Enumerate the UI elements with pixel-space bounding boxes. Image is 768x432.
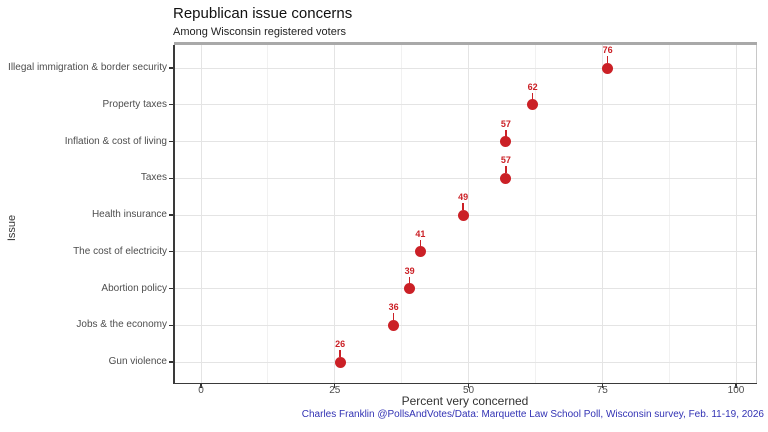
x-tick-mark xyxy=(735,384,737,388)
point-value-label: 26 xyxy=(335,339,346,349)
data-point xyxy=(500,172,512,184)
gridline-major-vertical xyxy=(334,45,336,383)
gridline-minor-vertical xyxy=(267,45,269,383)
gridline-major-vertical xyxy=(735,45,737,383)
y-axis-title: Issue xyxy=(6,214,18,242)
y-tick-label: Gun violence xyxy=(108,356,167,367)
x-tick-mark xyxy=(200,384,202,388)
x-tick-label: 100 xyxy=(727,385,745,396)
chart-subtitle: Among Wisconsin registered voters xyxy=(173,26,347,38)
y-tick-mark xyxy=(169,177,173,179)
y-tick-label: Abortion policy xyxy=(101,282,167,294)
y-tick-label: Inflation & cost of living xyxy=(64,135,167,147)
gridline-major-horizontal xyxy=(174,361,756,363)
data-point xyxy=(602,62,614,74)
y-tick-mark xyxy=(169,214,173,216)
x-tick-mark xyxy=(601,384,603,388)
point-value-label: 39 xyxy=(404,265,415,276)
point-stem xyxy=(408,276,411,284)
point-value-label: 57 xyxy=(500,155,511,166)
gridline-major-horizontal xyxy=(174,177,756,179)
y-tick-label: Illegal immigration & border security xyxy=(8,62,167,73)
point-stem xyxy=(606,56,609,63)
data-point xyxy=(527,99,539,111)
gridline-major-horizontal xyxy=(174,251,756,253)
chart-title: Republican issue concerns xyxy=(173,5,353,22)
x-axis-title: Percent very concerned xyxy=(401,394,529,408)
x-tick-label: 0 xyxy=(198,385,204,396)
gridline-major-horizontal xyxy=(174,141,756,142)
point-stem xyxy=(532,92,534,100)
x-tick-label: 25 xyxy=(329,385,341,396)
data-point xyxy=(414,246,426,258)
point-value-label: 49 xyxy=(458,192,469,202)
point-stem xyxy=(505,129,507,137)
y-tick-mark xyxy=(169,324,173,326)
gridline-minor-vertical xyxy=(401,45,403,383)
y-tick-mark xyxy=(169,251,173,253)
point-value-label: 57 xyxy=(500,118,511,129)
x-tick-label: 75 xyxy=(596,385,608,396)
point-value-label: 76 xyxy=(602,45,613,55)
y-tick-label: Jobs & the economy xyxy=(76,319,167,331)
data-point xyxy=(500,136,512,147)
gridline-major-vertical xyxy=(200,45,202,383)
point-stem xyxy=(419,239,422,247)
point-stem xyxy=(505,166,507,174)
point-stem xyxy=(462,203,464,210)
y-tick-mark xyxy=(169,287,173,290)
x-tick-mark xyxy=(334,384,336,388)
point-value-label: 62 xyxy=(527,81,538,92)
y-tick-label: Health insurance xyxy=(91,209,167,220)
gridline-major-horizontal xyxy=(174,67,756,69)
gridline-major-horizontal xyxy=(174,104,756,106)
gridline-major-vertical xyxy=(601,45,603,383)
y-tick-mark xyxy=(169,67,173,69)
point-stem xyxy=(339,350,341,357)
gridline-minor-vertical xyxy=(668,45,670,383)
plot-panel xyxy=(174,45,756,383)
y-tick-mark xyxy=(169,361,173,363)
data-point xyxy=(457,209,469,221)
y-tick-label: The cost of electricity xyxy=(73,245,167,257)
y-axis-line xyxy=(173,45,175,384)
x-axis-line xyxy=(173,382,757,384)
gridline-minor-vertical xyxy=(534,45,536,383)
point-stem xyxy=(392,313,395,321)
x-tick-mark xyxy=(467,384,470,388)
y-tick-mark xyxy=(169,104,173,106)
gridline-major-horizontal xyxy=(174,324,756,326)
data-point xyxy=(388,319,400,331)
y-tick-mark xyxy=(169,140,173,143)
source-caption: Charles Franklin @PollsAndVotes/Data: Ma… xyxy=(301,409,764,420)
point-value-label: 36 xyxy=(388,302,399,313)
x-tick-label: 50 xyxy=(462,385,475,396)
y-tick-label: Property taxes xyxy=(102,98,167,110)
panel-top-border xyxy=(174,42,757,45)
data-point xyxy=(334,356,346,368)
data-point xyxy=(404,283,416,294)
gridline-major-horizontal xyxy=(174,288,756,289)
point-value-label: 41 xyxy=(415,228,426,239)
y-tick-label: Taxes xyxy=(140,172,167,184)
panel-right-border xyxy=(756,45,757,383)
